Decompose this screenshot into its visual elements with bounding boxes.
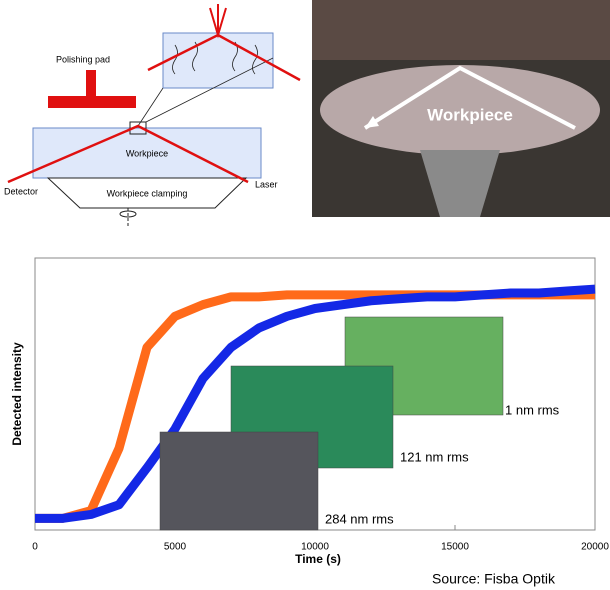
label: Workpiece bbox=[126, 148, 168, 158]
label: Workpiece bbox=[427, 105, 513, 124]
inset-image bbox=[160, 432, 318, 530]
label: Detector bbox=[4, 186, 38, 196]
x-tick-label: 20000 bbox=[581, 542, 609, 553]
series-label: 4 kg bbox=[165, 346, 191, 362]
figure: Polishing pad Workpiece Detector Workpie… bbox=[0, 0, 610, 590]
chart: Time (s) Detected intensity Source: Fisb… bbox=[10, 258, 609, 587]
label: Workpiece clamping bbox=[107, 188, 188, 198]
photo: Workpiece bbox=[312, 0, 610, 217]
x-tick-label: 15000 bbox=[441, 542, 469, 553]
diagram: Polishing pad Workpiece Detector Workpie… bbox=[4, 4, 300, 228]
inset-label: 121 nm rms bbox=[400, 449, 469, 464]
series-label: 1 kg bbox=[249, 339, 275, 355]
x-tick-label: 10000 bbox=[301, 542, 329, 553]
inset-label: 284 nm rms bbox=[325, 511, 394, 526]
x-tick-label: 5000 bbox=[164, 542, 187, 553]
label: Polishing pad bbox=[56, 54, 110, 64]
source: Source: Fisba Optik bbox=[432, 571, 556, 587]
label: Laser bbox=[255, 179, 278, 189]
y-axis-label: Detected intensity bbox=[10, 342, 24, 446]
x-tick-label: 0 bbox=[32, 542, 38, 553]
inset-label: 1 nm rms bbox=[505, 402, 560, 417]
x-axis-label: Time (s) bbox=[295, 552, 341, 566]
